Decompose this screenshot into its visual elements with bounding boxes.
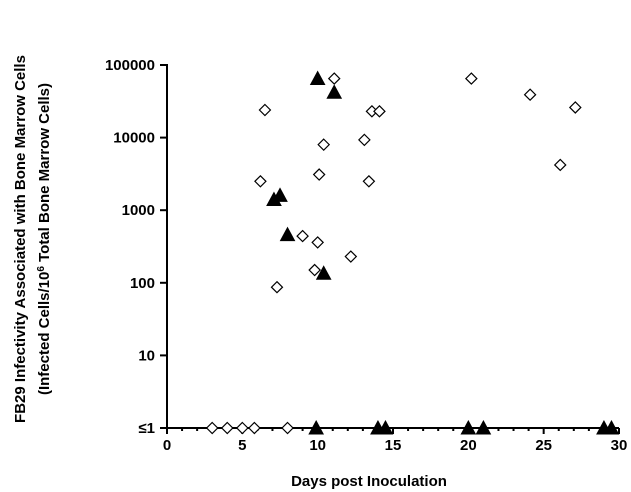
y-tick-label: ≤1 [138,420,155,437]
x-tick-label: 10 [309,437,326,454]
open-diamond-point [464,72,478,85]
x-tick-label: 15 [385,437,402,454]
filled-triangle-point [603,419,620,435]
open-diamond-point [205,421,219,435]
filled-triangle-point [272,187,288,202]
x-tick-label: 25 [535,437,552,454]
open-diamond-point [308,263,322,277]
open-diamond-point [258,103,272,117]
x-tick-label: 5 [238,437,246,454]
open-diamond-point [553,158,567,172]
open-diamond-point [281,421,294,435]
open-diamond-point [523,88,537,102]
open-diamond-point [358,133,371,147]
filled-triangle-point [475,419,492,435]
x-tick-label: 20 [460,437,477,454]
filled-triangle-point [460,419,477,435]
y-tick-label: 100000 [105,57,155,74]
axes: 0 5 10 15 20 25 30 ≤1 10 100 1000 10000 100000 [105,57,627,454]
open-diamond-point [344,250,358,263]
y-axis-title-line2: (Infected Cells/106 Total Bone Marrow Ce… [36,83,54,395]
y-tick-label: 10 [138,347,155,364]
open-diamond-point [362,174,376,188]
open-diamond-point [296,229,309,243]
filled-triangle-point [279,226,296,242]
y-tick-label: 10000 [113,130,155,147]
open-diamond-point [311,236,325,249]
y-tick-label: 100 [130,275,155,292]
open-diamond-point [270,280,284,294]
open-diamond-point [254,174,267,188]
open-diamond-point [248,421,261,435]
open-diamond-point [568,101,582,114]
open-diamond-point [312,168,326,181]
filled-triangle-point [308,419,324,435]
x-tick-label: 30 [611,437,628,454]
open-diamond-point [220,421,234,435]
filled-triangle-point [326,84,343,99]
open-diamond-point [373,104,386,118]
open-diamond-point [235,421,249,435]
open-diamond-point [317,138,331,151]
open-diamond-point [327,72,341,85]
x-axis-title: Days post Inoculation [291,473,447,490]
y-tick-label: 1000 [122,202,155,219]
filled-triangle-point [309,70,326,86]
y-axis-title-line1: FB29 Infectivity Associated with Bone Ma… [12,55,29,423]
data-points [205,70,620,435]
filled-triangle-point [377,419,394,435]
filled-triangle-point [315,265,332,280]
x-tick-label: 0 [163,437,171,454]
